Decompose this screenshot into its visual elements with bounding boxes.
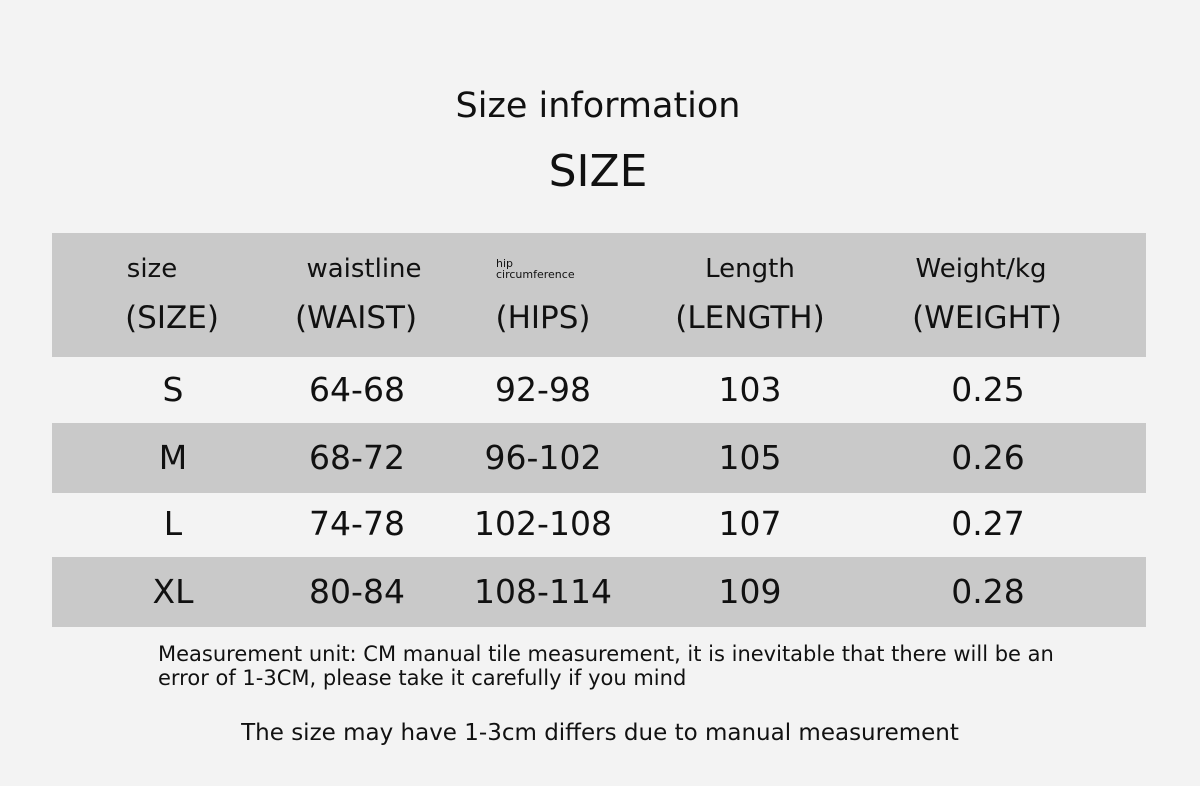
cell: 0.26 (951, 438, 1025, 477)
cell: 96-102 (484, 438, 602, 477)
cell: 0.27 (951, 504, 1025, 543)
cell: 105 (718, 438, 782, 477)
column-label: Length (705, 254, 795, 284)
column-code: (LENGTH) (675, 300, 825, 336)
cell: 0.28 (951, 572, 1025, 611)
cell: 68-72 (309, 438, 405, 477)
column-code: (WEIGHT) (912, 300, 1062, 336)
row-band (52, 557, 1146, 627)
column-code: (WAIST) (294, 300, 418, 336)
cell: M (158, 438, 188, 477)
column-label: size (126, 254, 178, 284)
subtitle: SIZE (548, 146, 648, 197)
note: error of 1-3CM, please take it carefully… (158, 666, 687, 690)
cell: 103 (718, 370, 782, 409)
cell: S (162, 370, 184, 409)
cell: 107 (718, 504, 782, 543)
column-label: Weight/kg (915, 254, 1047, 284)
cell: 109 (718, 572, 782, 611)
cell: 92-98 (495, 370, 591, 409)
column-code: (SIZE) (125, 300, 219, 336)
column-label: hip (496, 257, 514, 270)
cell: 108-114 (474, 572, 612, 611)
cell: 74-78 (309, 504, 405, 543)
title: Size information (455, 86, 741, 126)
column-code: (HIPS) (495, 300, 591, 336)
note: Measurement unit: CM manual tile measure… (158, 642, 1054, 666)
cell: 64-68 (309, 370, 405, 409)
cell: 80-84 (309, 572, 405, 611)
header-band (52, 233, 1146, 357)
cell: 102-108 (474, 504, 612, 543)
row-band (52, 423, 1146, 493)
cell: XL (152, 572, 194, 611)
footer: The size may have 1-3cm differs due to m… (241, 720, 959, 746)
column-label: circumference (496, 268, 575, 281)
cell: L (163, 504, 183, 543)
cell: 0.25 (951, 370, 1025, 409)
column-label: waistline (306, 254, 422, 284)
